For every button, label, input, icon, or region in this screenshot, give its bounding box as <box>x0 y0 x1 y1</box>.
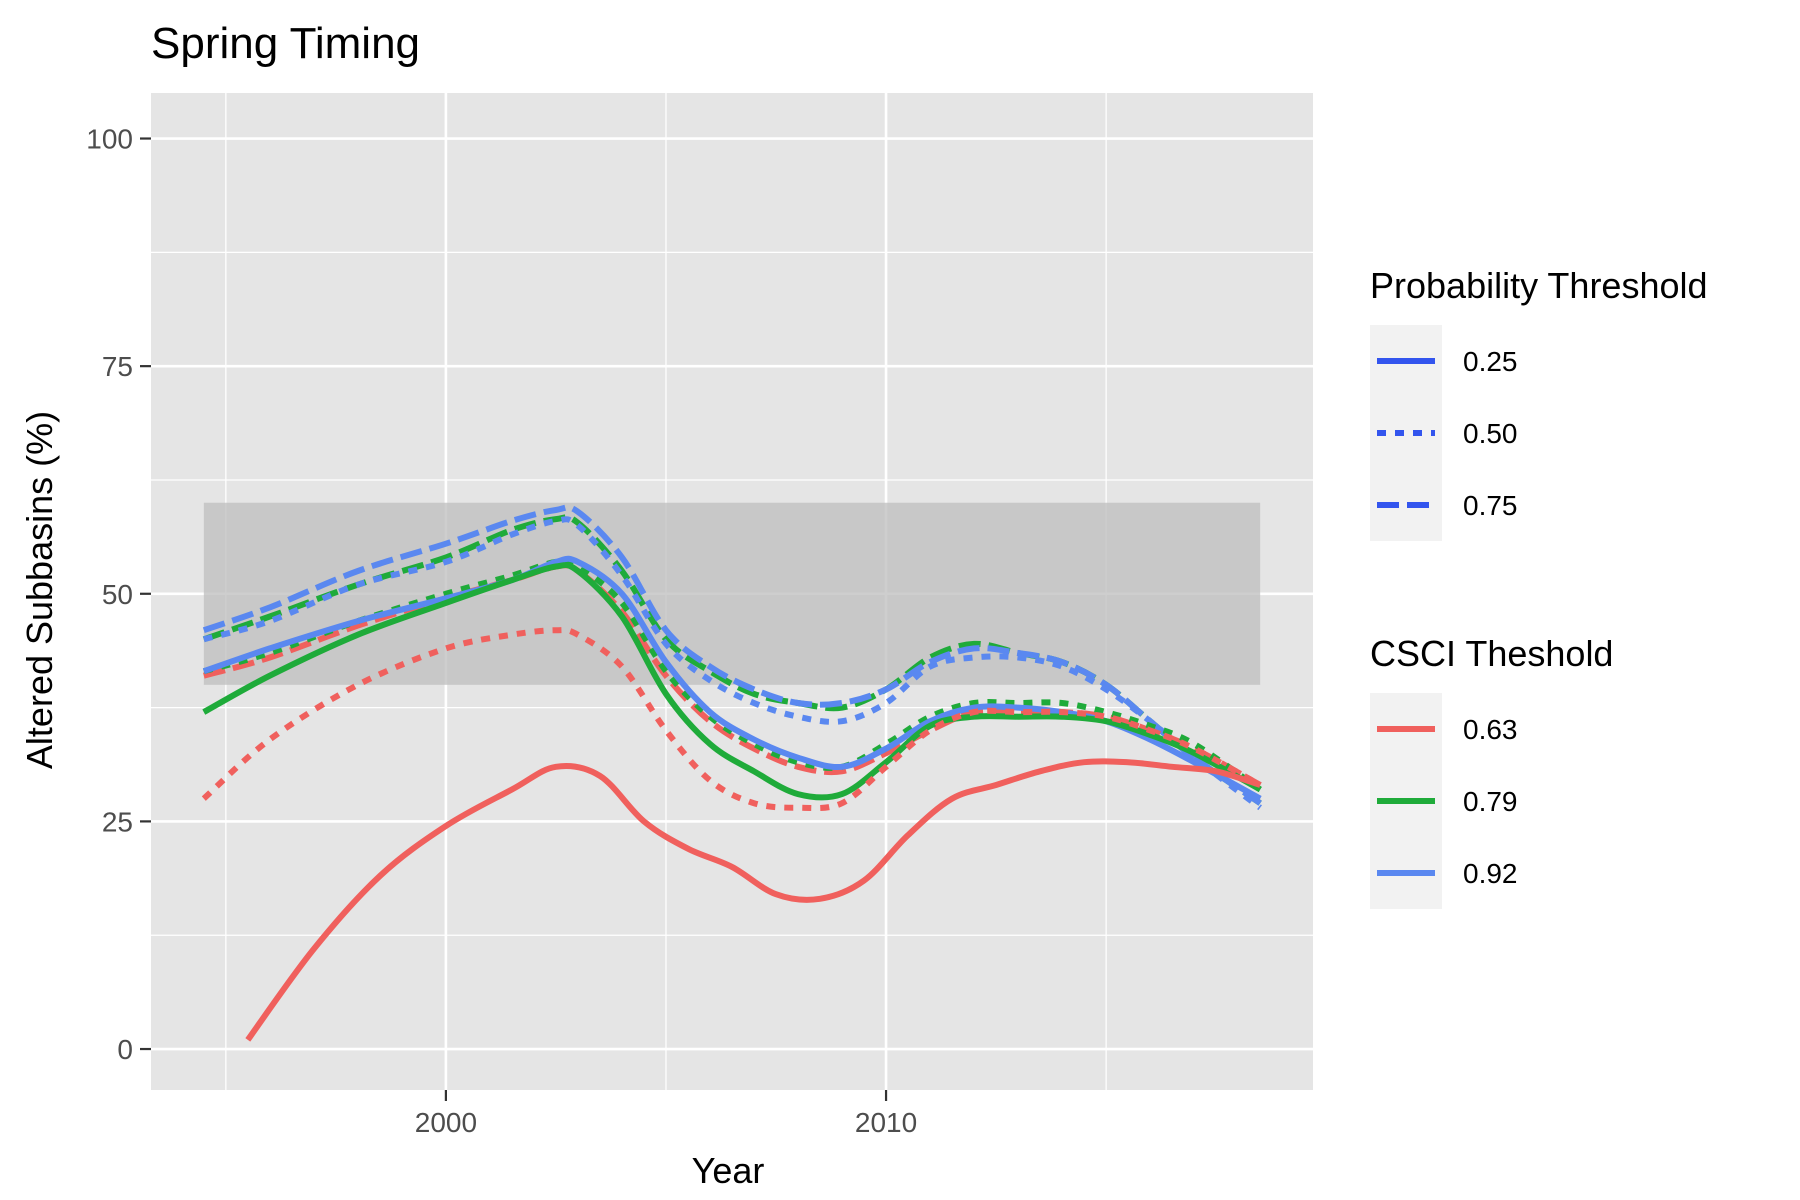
legend-entry-label: 0.92 <box>1463 858 1518 889</box>
legend-entry-label: 0.75 <box>1463 490 1518 521</box>
y-tick-label: 100 <box>86 124 133 155</box>
legend-1: Probability Threshold 0.25 0.50 0.75 <box>1370 265 1708 541</box>
series-layer <box>201 504 1263 1042</box>
series-line-csci-079-prob-025 <box>202 562 1262 801</box>
legend-entry-label: 0.63 <box>1463 714 1518 745</box>
series-line-csci-063-prob-025 <box>245 758 1262 1042</box>
series-line-csci-079-prob-050 <box>202 557 1262 792</box>
x-tick-label: 2010 <box>855 1107 917 1138</box>
y-tick-label: 75 <box>102 351 133 382</box>
legend-entry-label: 0.25 <box>1463 346 1518 377</box>
y-tick-label: 0 <box>117 1034 133 1065</box>
series-line-csci-092-prob-050 <box>203 516 1263 811</box>
series-line-csci-063-prob-050 <box>201 627 1262 812</box>
x-axis-title: Year <box>692 1150 765 1191</box>
reference-band-layer <box>203 502 1261 685</box>
chart-title: Spring Timing <box>151 19 420 68</box>
x-tick-label: 2000 <box>415 1107 477 1138</box>
axis-layer: 0 25 50 75 100 2000 2010 <box>86 124 917 1138</box>
y-axis-title: Altered Subbasins (%) <box>19 411 60 769</box>
legend-title: CSCI Theshold <box>1370 633 1613 674</box>
legend-entry-label: 0.50 <box>1463 418 1518 449</box>
series-line-csci-092-prob-075 <box>202 504 1262 806</box>
legend-title: Probability Threshold <box>1370 265 1708 306</box>
legend-layer: Probability Threshold 0.25 0.50 0.75 CSCI Th… <box>1370 265 1708 909</box>
y-tick-label: 25 <box>102 806 133 837</box>
reference-band <box>203 502 1261 685</box>
legend-2: CSCI Theshold 0.63 0.79 0.92 <box>1370 633 1613 909</box>
legend-entry-label: 0.79 <box>1463 786 1518 817</box>
y-tick-label: 50 <box>102 579 133 610</box>
